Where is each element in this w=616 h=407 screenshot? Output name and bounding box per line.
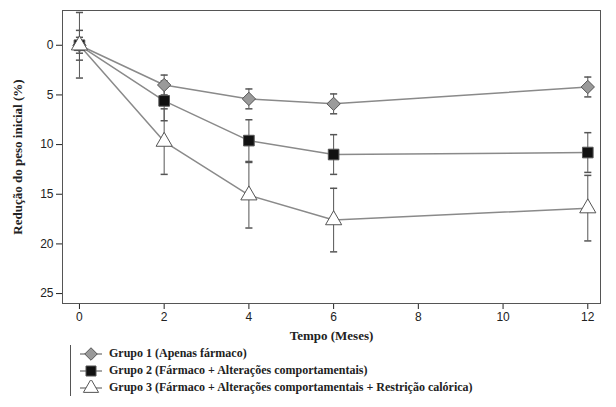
svg-text:6: 6 [330,310,337,324]
svg-text:20: 20 [40,237,54,251]
svg-text:Tempo (Meses): Tempo (Meses) [290,328,374,343]
svg-text:0: 0 [76,310,83,324]
svg-text:Redução do peso inicial (%): Redução do peso inicial (%) [10,79,25,234]
html-text:Grupo 3 (Fármaco + Alterações: Grupo 3 (Fármaco + Alterações comportame… [109,380,473,394]
svg-text:0: 0 [47,38,54,52]
svg-text:8: 8 [415,310,422,324]
html-text:Grupo 1 (Apenas fármaco): Grupo 1 (Apenas fármaco) [109,346,247,360]
svg-text:2: 2 [161,310,168,324]
html-text:Grupo 2 (Fármaco + Alterações: Grupo 2 (Fármaco + Alterações comportame… [109,363,368,377]
svg-text:15: 15 [40,187,54,201]
svg-text:5: 5 [47,88,54,102]
svg-text:12: 12 [581,310,595,324]
svg-text:10: 10 [496,310,510,324]
svg-text:10: 10 [40,137,54,151]
svg-text:25: 25 [40,286,54,300]
svg-text:4: 4 [246,310,253,324]
